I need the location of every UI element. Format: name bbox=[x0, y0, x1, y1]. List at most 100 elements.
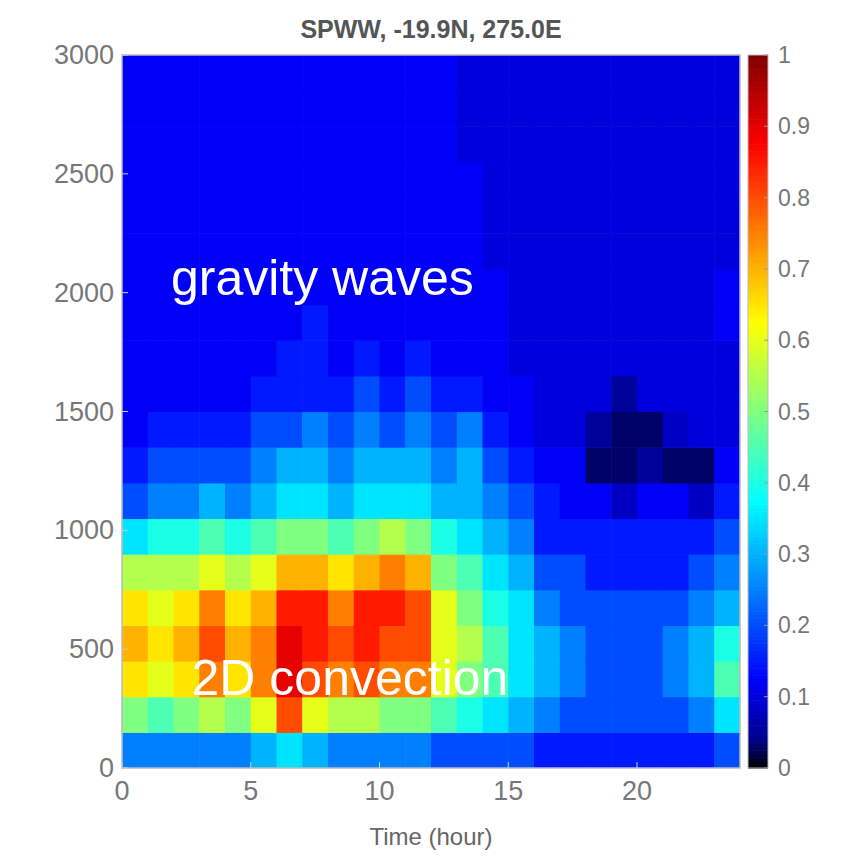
heat-cell bbox=[199, 447, 225, 483]
colorbar-step bbox=[748, 518, 768, 522]
colorbar-step bbox=[748, 672, 768, 676]
colorbar-step bbox=[748, 362, 768, 366]
colorbar-step bbox=[748, 280, 768, 284]
colorbar-step bbox=[748, 144, 768, 148]
colorbar-step bbox=[748, 504, 768, 508]
colorbar-step bbox=[748, 447, 768, 451]
colorbar-step bbox=[748, 137, 768, 141]
heat-cell bbox=[122, 554, 148, 590]
heat-cell bbox=[534, 305, 560, 341]
heat-cell bbox=[508, 661, 534, 697]
colorbar-step bbox=[748, 112, 768, 116]
colorbar-step bbox=[748, 540, 768, 544]
heat-cell bbox=[328, 305, 354, 341]
colorbar-step bbox=[748, 126, 768, 130]
heat-cell bbox=[122, 447, 148, 483]
heat-cell bbox=[328, 162, 354, 198]
heat-cell bbox=[457, 447, 483, 483]
heat-cell bbox=[405, 162, 431, 198]
colorbar-step bbox=[748, 308, 768, 312]
heat-cell bbox=[225, 198, 251, 234]
heat-cell bbox=[714, 162, 740, 198]
heat-cell bbox=[663, 625, 689, 661]
heat-cell bbox=[122, 126, 148, 162]
heat-cell bbox=[251, 162, 277, 198]
heat-cell bbox=[457, 198, 483, 234]
colorbar-step bbox=[748, 657, 768, 661]
colorbar-step bbox=[748, 747, 768, 751]
heat-cell bbox=[302, 590, 328, 626]
heat-cell bbox=[483, 376, 509, 412]
heat-cell bbox=[508, 518, 534, 554]
heat-cell bbox=[586, 447, 612, 483]
heat-cell bbox=[508, 732, 534, 768]
colorbar-step bbox=[748, 754, 768, 758]
colorbar-step bbox=[748, 287, 768, 291]
heat-cell bbox=[302, 126, 328, 162]
colorbar-step bbox=[748, 697, 768, 701]
colorbar-step bbox=[748, 383, 768, 387]
heat-cell bbox=[534, 447, 560, 483]
colorbar-step bbox=[748, 55, 768, 59]
heat-cell bbox=[637, 518, 663, 554]
heat-cell bbox=[714, 483, 740, 519]
heat-cell bbox=[302, 305, 328, 341]
heat-cell bbox=[586, 340, 612, 376]
heat-cell bbox=[611, 162, 637, 198]
heat-cell bbox=[199, 376, 225, 412]
heat-cell bbox=[328, 483, 354, 519]
colorbar-step bbox=[748, 166, 768, 170]
heat-cell bbox=[148, 554, 174, 590]
heat-cell bbox=[611, 305, 637, 341]
heat-cell bbox=[405, 126, 431, 162]
heat-cell bbox=[328, 447, 354, 483]
colorbar-step bbox=[748, 490, 768, 494]
heat-cell bbox=[225, 554, 251, 590]
colorbar-step bbox=[748, 205, 768, 209]
heat-cell bbox=[199, 55, 225, 91]
heat-cell bbox=[251, 198, 277, 234]
heat-cell bbox=[199, 732, 225, 768]
colorbar-step bbox=[748, 579, 768, 583]
colorbar-step bbox=[748, 269, 768, 273]
heat-cell bbox=[380, 162, 406, 198]
heat-cell bbox=[586, 376, 612, 412]
heat-cell bbox=[199, 126, 225, 162]
colorbar-step bbox=[748, 629, 768, 633]
heat-cell bbox=[251, 447, 277, 483]
title: SPWW, -19.9N, 275.0E bbox=[300, 15, 561, 43]
heat-cell bbox=[148, 412, 174, 448]
heat-cell bbox=[663, 412, 689, 448]
heat-cell bbox=[328, 590, 354, 626]
heat-cell bbox=[586, 732, 612, 768]
heat-cell bbox=[663, 732, 689, 768]
heat-cell bbox=[354, 305, 380, 341]
colorbar-step bbox=[748, 237, 768, 241]
heat-cell bbox=[457, 126, 483, 162]
colorbar-step bbox=[748, 201, 768, 205]
heat-cell bbox=[689, 732, 715, 768]
y-tick-label: 0 bbox=[99, 753, 114, 783]
heat-cell bbox=[714, 661, 740, 697]
heat-cell bbox=[534, 55, 560, 91]
colorbar-step bbox=[748, 590, 768, 594]
heat-cell bbox=[302, 447, 328, 483]
heat-cell bbox=[302, 198, 328, 234]
heat-cell bbox=[199, 518, 225, 554]
colorbar-step bbox=[748, 536, 768, 540]
heat-cell bbox=[122, 162, 148, 198]
colorbar-step bbox=[748, 98, 768, 102]
plot-frame bbox=[122, 55, 740, 768]
heat-cell bbox=[174, 91, 200, 127]
heat-cell bbox=[586, 162, 612, 198]
heat-cell bbox=[534, 269, 560, 305]
colorbar-step bbox=[748, 547, 768, 551]
x-tick-label: 10 bbox=[364, 776, 394, 806]
heat-cell bbox=[174, 732, 200, 768]
heat-cell bbox=[508, 162, 534, 198]
heat-cell bbox=[637, 340, 663, 376]
heat-cell bbox=[431, 554, 457, 590]
colorbar-tick bbox=[764, 268, 768, 269]
heat-cell bbox=[483, 732, 509, 768]
heat-cell bbox=[354, 412, 380, 448]
